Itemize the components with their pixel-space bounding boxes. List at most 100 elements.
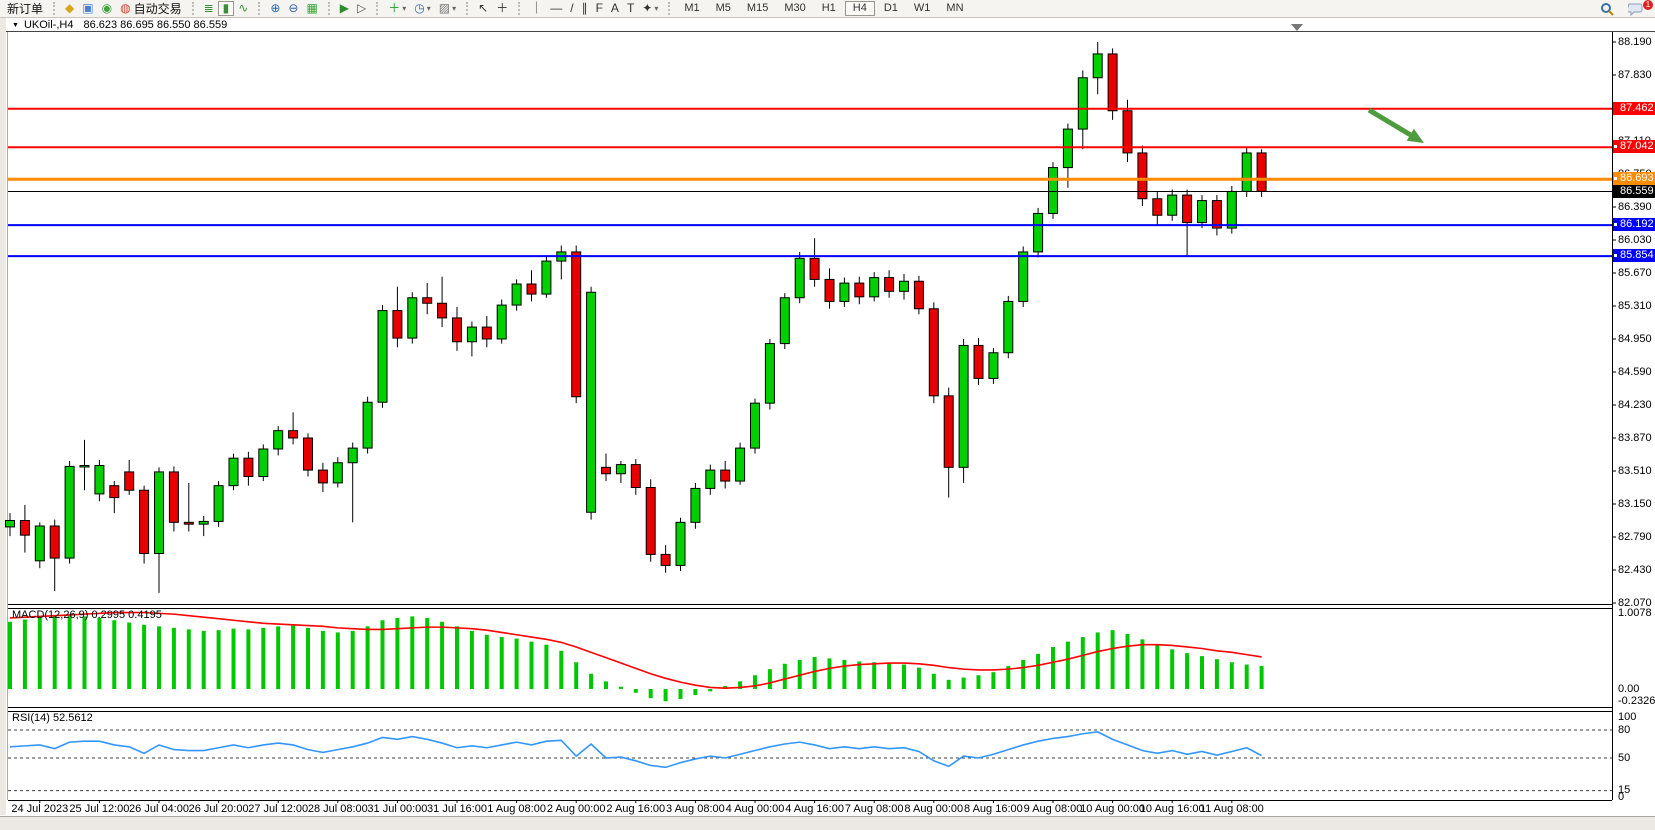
timeframe-h1[interactable]: H1 [821, 2, 836, 14]
macd-indicator-label: MACD(12,26,9) 0.2995 0.4195 [12, 609, 162, 621]
macd-pane [8, 611, 1264, 702]
toolbar-group-3: ⊕ ⊖ ▦ [266, 0, 321, 17]
price-tick-label: 82.070 [1618, 597, 1652, 609]
bar-chart-icon[interactable]: ≣ [200, 1, 218, 16]
periods-icon-dropdown[interactable]: ▾ [426, 4, 431, 13]
toolbar-group-7: ｜ — / ∥ F A T ✦ ▾ [526, 0, 662, 17]
new-order-button[interactable]: 新订单 [0, 1, 47, 16]
data-window-icon: ▣ [82, 1, 94, 15]
price-tick-label: 82.790 [1618, 531, 1652, 543]
tile-windows-icon[interactable]: ▦ [302, 1, 321, 16]
horizontal-line-icon[interactable]: — [546, 1, 566, 16]
trend-arrow-annotation[interactable] [1367, 107, 1424, 143]
timeframe-m30[interactable]: M30 [784, 2, 806, 14]
crosshair-icon: ＋ [496, 1, 509, 15]
periods-icon[interactable]: ◷ ▾ [410, 1, 435, 16]
price-tick-label: 88.190 [1618, 36, 1652, 48]
timeframe-m5[interactable]: M5 [715, 2, 731, 14]
time-axis-label: 26 Jul 04:00 [129, 803, 189, 815]
time-axis-label: 1 Aug 08:00 [487, 803, 546, 815]
price-tick-label: 85.310 [1618, 300, 1652, 312]
fibonacci-icon[interactable]: F [592, 1, 607, 16]
toolbar-group-1: ◆ ▣ ◉ ◍ 自动交易 [61, 0, 186, 17]
equidistant-channel-icon[interactable]: ∥ [578, 1, 592, 16]
time-axis-label: 27 Jul 12:00 [248, 803, 309, 815]
signals-icon[interactable]: ◉ [98, 1, 116, 16]
price-tick-label: 84.950 [1618, 333, 1652, 345]
rsi-axis-label: 80 [1618, 724, 1631, 736]
text-label-icon[interactable]: T [623, 1, 638, 16]
text-icon: A [610, 1, 619, 15]
timeframe-mn[interactable]: MN [946, 2, 964, 14]
timeframe-m15[interactable]: M15 [746, 2, 769, 14]
templates-icon-dropdown[interactable]: ▾ [452, 4, 457, 13]
toolbar: 新订单 ◆ ▣ ◉ ◍ 自动交易 ≣ ▮ ∿ ⊕ ⊖ ▦ ▶ ▷ ＋ ▾ ◷ ▾ ▨ ▾ ↖ ＋｜ — / ∥ F A T ✦ ▾ M1 M5… [0, 0, 1655, 18]
chart-ohlc-values: 86.623 86.695 86.550 86.559 [83, 19, 228, 31]
chart-shift-icon[interactable]: ▷ [353, 1, 370, 16]
vertical-line-icon: ｜ [530, 1, 543, 15]
time-axis-label: 2 Aug 00:00 [546, 803, 606, 815]
time-axis-label: 10 Aug 00:00 [1080, 803, 1146, 815]
macd-axis-label: 0.00 [1618, 683, 1640, 695]
candlestick-chart-icon: ▮ [222, 1, 230, 15]
toolbar-group-5: ＋ ▾ ◷ ▾ ▨ ▾ [384, 0, 460, 17]
crosshair-icon[interactable]: ＋ [492, 1, 512, 16]
hline-price-box[interactable]: 86.192 [1613, 218, 1655, 232]
notifications-icon[interactable]: 1 [1621, 0, 1653, 16]
line-handle-square [1614, 254, 1617, 258]
hline-price-box[interactable]: 87.042 [1613, 140, 1655, 154]
toolbar-separator [668, 2, 671, 15]
zoom-out-icon[interactable]: ⊖ [284, 1, 302, 16]
toolbar-group-0: 新订单 [0, 0, 47, 17]
toolbar-separator [191, 2, 194, 15]
toolbar-separator [53, 2, 56, 15]
rsi-axis-label: 100 [1618, 711, 1637, 723]
line-chart-icon: ∿ [238, 1, 249, 15]
zoom-in-icon[interactable]: ⊕ [266, 1, 284, 16]
hline-price-box[interactable]: 85.854 [1613, 249, 1655, 263]
trendline-icon: / [570, 1, 574, 15]
timeframe-w1[interactable]: W1 [913, 2, 931, 14]
macd-axis-label: 1.0078 [1618, 607, 1652, 619]
arrows-icon[interactable]: ✦ ▾ [638, 1, 662, 16]
data-window-icon[interactable]: ▣ [78, 1, 97, 16]
price-tick-label: 82.430 [1618, 564, 1652, 576]
time-axis-ticks [39, 800, 1233, 803]
timeframe-m1[interactable]: M1 [684, 2, 700, 14]
candles [5, 42, 1267, 593]
trendline-icon[interactable]: / [566, 1, 577, 16]
cursor-icon[interactable]: ↖ [474, 1, 492, 16]
market-watch-icon[interactable]: ◆ [61, 1, 78, 16]
time-axis-label: 7 Aug 08:00 [844, 803, 904, 815]
horizontal-lines[interactable] [8, 107, 1612, 258]
toolbar-separator [518, 2, 521, 15]
chart-title-bar: ▼ UKOil-,H4 86.623 86.695 86.550 86.559 [6, 19, 1655, 32]
vertical-line-icon[interactable]: ｜ [526, 1, 546, 16]
price-tick-label: 84.230 [1618, 399, 1652, 411]
auto-scroll-icon: ▶ [339, 1, 350, 15]
time-axis-label: 11 Aug 08:00 [1199, 803, 1264, 815]
arrows-icon: ✦ [642, 1, 653, 15]
add-indicator-icon[interactable]: ＋ ▾ [384, 1, 410, 16]
chevron-down-icon[interactable]: ▼ [12, 22, 19, 29]
equidistant-channel-icon: ∥ [581, 1, 588, 15]
tile-windows-icon: ▦ [306, 1, 318, 15]
search-icon[interactable] [1593, 1, 1621, 16]
hline-price-box[interactable]: 86.693 [1613, 172, 1655, 186]
time-axis-label: 31 Jul 16:00 [427, 803, 487, 815]
arrows-icon-dropdown[interactable]: ▾ [654, 4, 659, 13]
line-chart-icon[interactable]: ∿ [234, 1, 252, 16]
cursor-icon: ↖ [478, 1, 489, 15]
timeframe-h4[interactable]: H4 [844, 1, 875, 16]
auto-scroll-icon[interactable]: ▶ [336, 1, 353, 16]
time-axis-label: 4 Aug 16:00 [785, 803, 844, 815]
templates-icon[interactable]: ▨ ▾ [435, 1, 460, 16]
add-indicator-icon-dropdown[interactable]: ▾ [402, 4, 407, 13]
time-axis-label: 25 Jul 12:00 [69, 803, 130, 815]
text-icon[interactable]: A [607, 1, 623, 16]
timeframe-d1[interactable]: D1 [883, 2, 898, 14]
autotrading-button[interactable]: ◍ 自动交易 [116, 1, 186, 16]
candlestick-chart-icon[interactable]: ▮ [217, 1, 235, 16]
hline-price-box[interactable]: 87.462 [1613, 101, 1655, 115]
